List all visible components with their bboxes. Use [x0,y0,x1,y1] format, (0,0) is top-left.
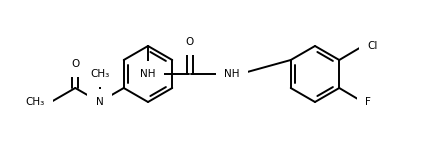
Text: Cl: Cl [368,41,378,51]
Text: O: O [186,37,194,47]
Text: NH: NH [224,69,240,79]
Text: CH₃: CH₃ [26,97,45,107]
Text: CH₃: CH₃ [90,69,109,79]
Text: NH: NH [140,69,156,79]
Text: N: N [95,97,103,107]
Text: F: F [366,97,372,107]
Text: O: O [71,59,80,69]
